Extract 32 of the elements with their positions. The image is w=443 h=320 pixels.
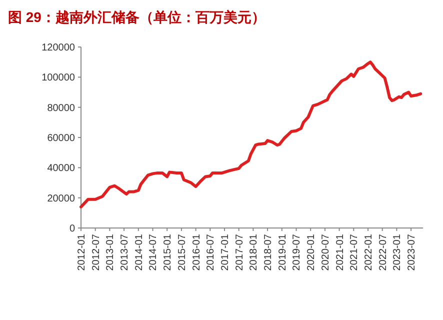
x-tick-label: 2021-01	[334, 234, 346, 271]
y-tick-label: 0	[69, 224, 76, 234]
x-tick-label: 2020-01	[306, 234, 318, 271]
y-tick-label: 60000	[47, 133, 76, 144]
x-tick-label: 2017-07	[234, 234, 246, 271]
x-tick-label: 2016-07	[206, 234, 217, 271]
y-tick-label: 120000	[42, 42, 76, 54]
x-tick-label: 2016-01	[191, 234, 202, 271]
x-tick-label: 2017-01	[220, 234, 231, 271]
x-tick-label: 2015-07	[176, 234, 188, 271]
y-tick-label: 20000	[47, 193, 76, 204]
x-tick-label: 2015-01	[162, 234, 174, 271]
x-tick-label: 2018-07	[263, 234, 274, 271]
x-tick-label: 2012-01	[76, 234, 88, 271]
x-tick-label: 2014-07	[148, 234, 160, 271]
x-tick-label: 2018-01	[248, 234, 260, 271]
x-tick-label: 2019-07	[292, 234, 303, 271]
x-tick-label: 2021-07	[349, 234, 360, 271]
x-tick-label: 2013-07	[120, 234, 131, 271]
x-tick-label: 2014-01	[134, 234, 145, 271]
x-tick-label: 2019-01	[277, 234, 288, 271]
chart-title: 图 29：越南外汇储备（单位：百万美元）	[8, 9, 266, 25]
x-tick-label: 2013-01	[105, 234, 116, 271]
x-tick-label: 2022-07	[378, 234, 389, 271]
y-tick-label: 40000	[47, 163, 76, 174]
x-tick-label: 2012-07	[90, 234, 102, 271]
x-tick-label: 2023-07	[406, 234, 418, 271]
x-tick-label: 2022-01	[363, 234, 374, 271]
y-tick-label: 80000	[47, 102, 76, 114]
y-tick-label: 100000	[42, 72, 76, 84]
x-tick-label: 2023-01	[392, 234, 404, 271]
x-tick-label: 2020-07	[320, 234, 332, 271]
